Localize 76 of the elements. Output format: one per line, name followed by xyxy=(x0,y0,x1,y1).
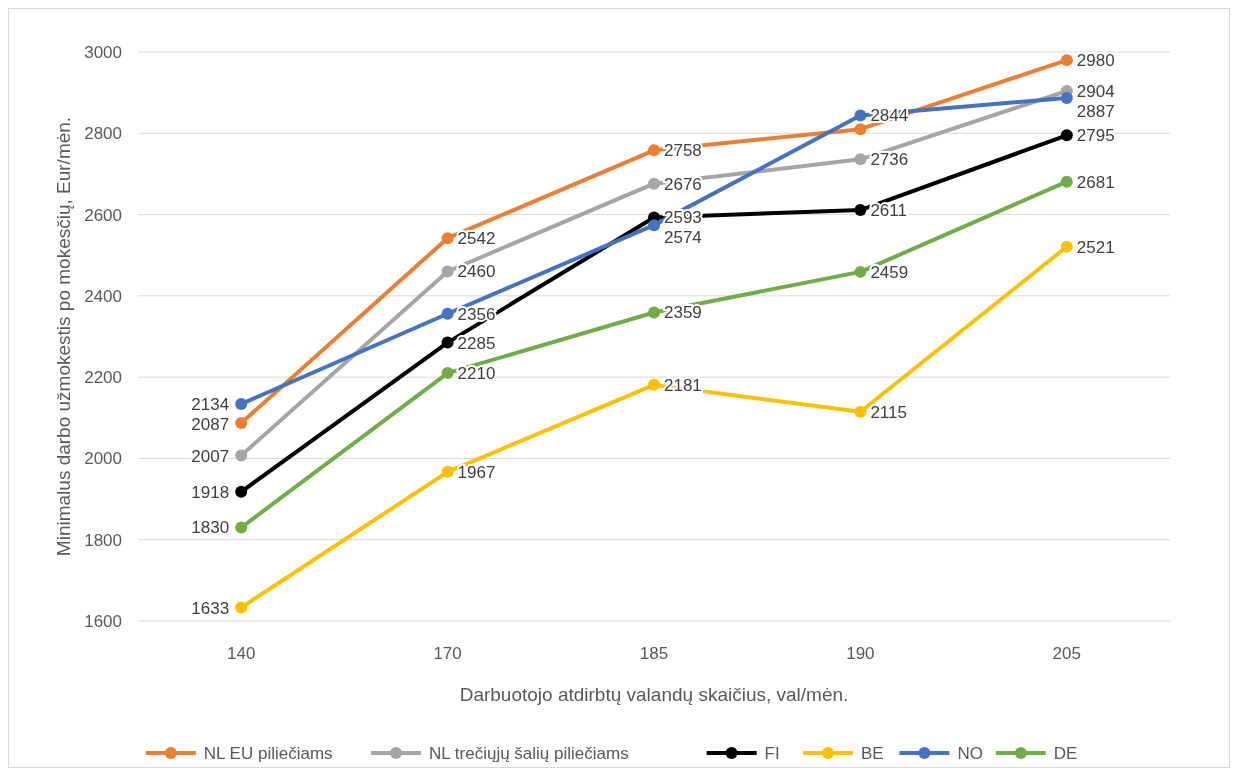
data-label: 2210 xyxy=(457,364,496,384)
point xyxy=(441,307,454,320)
point xyxy=(854,153,867,166)
point xyxy=(1060,129,1073,142)
data-label: 1830 xyxy=(191,518,230,538)
legend-label: BE xyxy=(861,743,884,763)
data-label: 2736 xyxy=(870,150,909,170)
point xyxy=(1060,91,1073,104)
data-label: 2521 xyxy=(1076,237,1115,257)
data-label: 2980 xyxy=(1076,51,1115,71)
point xyxy=(235,485,248,498)
data-label: 2359 xyxy=(664,303,702,323)
data-label: 2681 xyxy=(1076,172,1115,192)
x-tick-label: 190 xyxy=(846,644,875,663)
point xyxy=(441,265,454,278)
y-tick-label: 2400 xyxy=(84,286,122,306)
data-label: 1633 xyxy=(191,598,230,618)
x-tick-label: 170 xyxy=(433,644,462,663)
data-label: 2844 xyxy=(870,106,909,126)
x-tick-label: 185 xyxy=(639,644,669,663)
data-label: 2676 xyxy=(664,174,702,194)
data-label: 2007 xyxy=(191,446,230,466)
legend-label: FI xyxy=(764,743,780,763)
data-label: 2611 xyxy=(870,201,907,221)
point xyxy=(854,405,867,418)
data-label: 2593 xyxy=(664,208,702,228)
data-label: 2542 xyxy=(457,229,496,249)
data-label: 2460 xyxy=(457,262,496,282)
x-tick-label: 140 xyxy=(227,644,256,663)
legend-label: NL EU piliečiams xyxy=(203,743,333,763)
point xyxy=(648,177,660,190)
point xyxy=(648,144,660,157)
point xyxy=(854,204,867,217)
y-tick-label: 1600 xyxy=(84,611,122,631)
y-axis-title: Minimalus darbo užmokestis po mokesčių, Eur/mėn. xyxy=(53,116,74,557)
data-label: 2356 xyxy=(457,304,496,324)
legend-label: NO xyxy=(957,743,983,763)
point xyxy=(441,367,454,380)
point xyxy=(235,417,248,430)
data-label: 2795 xyxy=(1076,126,1115,146)
data-label: 2285 xyxy=(457,333,496,353)
x-tick-label: 205 xyxy=(1052,644,1081,663)
data-label: 2087 xyxy=(191,414,230,434)
y-tick-label: 2000 xyxy=(84,449,122,469)
y-tick-label: 2200 xyxy=(84,368,122,388)
data-label: 1918 xyxy=(191,482,230,502)
point xyxy=(1060,175,1073,188)
y-tick-label: 2600 xyxy=(84,205,122,225)
data-label: 2134 xyxy=(191,394,230,414)
point xyxy=(441,465,454,478)
data-label: 2887 xyxy=(1076,101,1115,121)
data-label: 2574 xyxy=(664,228,702,248)
point xyxy=(441,336,454,349)
y-tick-label: 3000 xyxy=(84,42,122,62)
point xyxy=(235,521,248,534)
legend-label: NL trečiųjų šalių piliečiams xyxy=(429,743,629,763)
point xyxy=(235,449,248,462)
data-label: 2459 xyxy=(870,262,909,282)
data-label: 2904 xyxy=(1076,81,1115,101)
point xyxy=(1060,240,1073,253)
point xyxy=(648,378,660,391)
point xyxy=(441,232,454,245)
point xyxy=(854,123,867,136)
x-axis-title: Darbuotojo atdirbtų valandų skaičius, val/mėn. xyxy=(459,684,849,705)
legend-label: DE xyxy=(1053,743,1078,763)
point xyxy=(1060,54,1073,67)
point xyxy=(235,397,248,410)
point xyxy=(235,601,248,614)
y-tick-label: 1800 xyxy=(84,530,122,550)
y-tick-label: 2800 xyxy=(84,124,122,144)
data-label: 2115 xyxy=(870,402,907,422)
data-label: 1967 xyxy=(457,462,496,482)
point xyxy=(854,265,867,278)
point xyxy=(648,306,660,319)
point xyxy=(648,219,660,232)
point xyxy=(854,109,867,122)
